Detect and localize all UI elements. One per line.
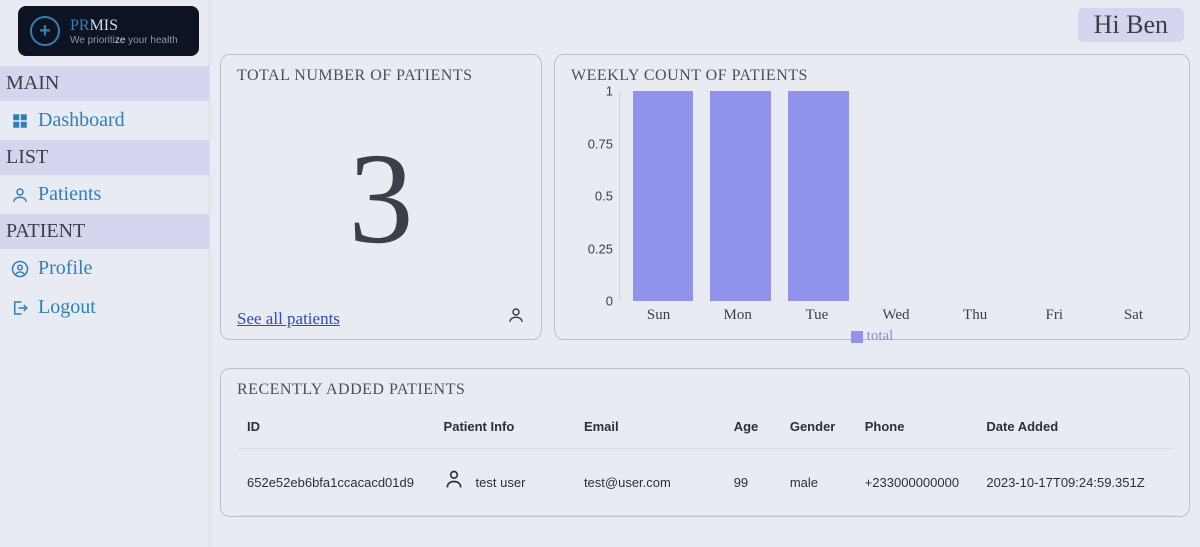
nav-section-patient: PATIENT	[0, 214, 209, 249]
y-tick: 0.5	[595, 189, 613, 204]
sidebar-item-label: Patients	[38, 183, 101, 206]
person-icon	[10, 186, 30, 204]
chart-plot	[619, 91, 1173, 301]
x-label: Sun	[619, 307, 698, 324]
bar-slot	[780, 91, 858, 301]
table-body: 652e52eb6bfa1ccacacd01d9 test user test@us…	[237, 449, 1173, 516]
bar-slot	[1013, 91, 1091, 301]
total-patients-card: TOTAL NUMBER OF PATIENTS 3 See all patie…	[220, 54, 542, 340]
y-tick: 0.25	[588, 241, 613, 256]
col-patient-info: Patient Info	[434, 405, 574, 449]
bar-tue	[788, 91, 849, 301]
cell-email: test@user.com	[574, 449, 724, 516]
bar-slot	[935, 91, 1013, 301]
y-tick: 1	[606, 84, 613, 99]
x-label: Mon	[698, 307, 777, 324]
brand-title: PRMIS	[70, 17, 178, 35]
greeting-badge: Hi Ben	[1078, 8, 1184, 42]
col-age: Age	[724, 405, 780, 449]
logout-icon	[10, 299, 30, 317]
x-label: Fri	[1015, 307, 1094, 324]
legend-swatch	[851, 331, 863, 343]
sidebar-item-label: Profile	[38, 257, 92, 280]
bar-sun	[633, 91, 694, 301]
x-label: Wed	[856, 307, 935, 324]
cell-id: 652e52eb6bfa1ccacacd01d9	[237, 449, 434, 516]
cell-gender: male	[780, 449, 855, 516]
x-label: Sat	[1094, 307, 1173, 324]
main: Hi Ben TOTAL NUMBER OF PATIENTS 3 See al…	[210, 0, 1200, 547]
recent-patients-card: RECENTLY ADDED PATIENTS IDPatient InfoEm…	[220, 368, 1190, 517]
brand-subtitle: We prioritize your health	[70, 35, 178, 46]
bar-mon	[710, 91, 771, 301]
topbar: Hi Ben	[220, 0, 1190, 54]
account-icon	[10, 260, 30, 278]
col-date-added: Date Added	[976, 405, 1173, 449]
total-patients-value: 3	[237, 91, 525, 306]
sidebar-item-logout[interactable]: Logout	[0, 288, 209, 327]
col-email: Email	[574, 405, 724, 449]
total-card-footer: See all patients	[237, 306, 525, 329]
bar-slot	[702, 91, 780, 301]
col-gender: Gender	[780, 405, 855, 449]
brand-title-mis: MIS	[90, 17, 118, 34]
chart-y-axis: 00.250.50.751	[571, 91, 619, 301]
sidebar-item-patients[interactable]: Patients	[0, 175, 209, 214]
nav-section-list: LIST	[0, 140, 209, 175]
person-outline-icon	[507, 306, 525, 329]
brand-text: PRMIS We prioritize your health	[70, 17, 178, 46]
nav: MAIN Dashboard LIST Patients PATIENT Profile L…	[0, 66, 209, 327]
sidebar-item-dashboard[interactable]: Dashboard	[0, 101, 209, 140]
sidebar: + PRMIS We prioritize your health MAIN Da…	[0, 0, 210, 547]
chart-body: 00.250.50.751	[571, 91, 1173, 301]
patient-name: test user	[476, 475, 526, 490]
chart-legend: total	[571, 328, 1173, 345]
col-phone: Phone	[855, 405, 977, 449]
see-all-patients-link[interactable]: See all patients	[237, 309, 340, 329]
x-label: Thu	[936, 307, 1015, 324]
cell-patient-info: test user	[434, 449, 574, 516]
stats-row: TOTAL NUMBER OF PATIENTS 3 See all patie…	[220, 54, 1190, 340]
table-title: RECENTLY ADDED PATIENTS	[237, 381, 1173, 399]
sidebar-item-label: Logout	[38, 296, 96, 319]
cell-phone: +233000000000	[855, 449, 977, 516]
y-tick: 0	[606, 294, 613, 309]
table-header-row: IDPatient InfoEmailAgeGenderPhoneDate Ad…	[237, 405, 1173, 449]
bar-slot	[1091, 91, 1169, 301]
sidebar-item-label: Dashboard	[38, 109, 125, 132]
col-id: ID	[237, 405, 434, 449]
patient-icon	[444, 469, 464, 495]
table-row[interactable]: 652e52eb6bfa1ccacacd01d9 test user test@us…	[237, 449, 1173, 516]
sidebar-item-profile[interactable]: Profile	[0, 249, 209, 288]
x-label: Tue	[777, 307, 856, 324]
legend-label: total	[867, 328, 894, 344]
grid-icon	[10, 112, 30, 130]
total-card-title: TOTAL NUMBER OF PATIENTS	[237, 67, 525, 85]
brand-card: + PRMIS We prioritize your health	[18, 6, 199, 56]
chart-x-axis: SunMonTueWedThuFriSat	[619, 301, 1173, 324]
bar-slot	[858, 91, 936, 301]
cell-date-added: 2023-10-17T09:24:59.351Z	[976, 449, 1173, 516]
y-tick: 0.75	[588, 136, 613, 151]
brand-title-pr: PR	[70, 17, 90, 34]
brand-plus-icon: +	[30, 16, 60, 46]
chart-title: WEEKLY COUNT OF PATIENTS	[571, 67, 1173, 85]
weekly-chart-card: WEEKLY COUNT OF PATIENTS 0 0.25 0.5 0.75 1 S…	[554, 54, 1190, 340]
nav-section-main: MAIN	[0, 66, 209, 101]
recent-patients-table: IDPatient InfoEmailAgeGenderPhoneDate Ad…	[237, 405, 1173, 516]
bar-slot	[624, 91, 702, 301]
cell-age: 99	[724, 449, 780, 516]
